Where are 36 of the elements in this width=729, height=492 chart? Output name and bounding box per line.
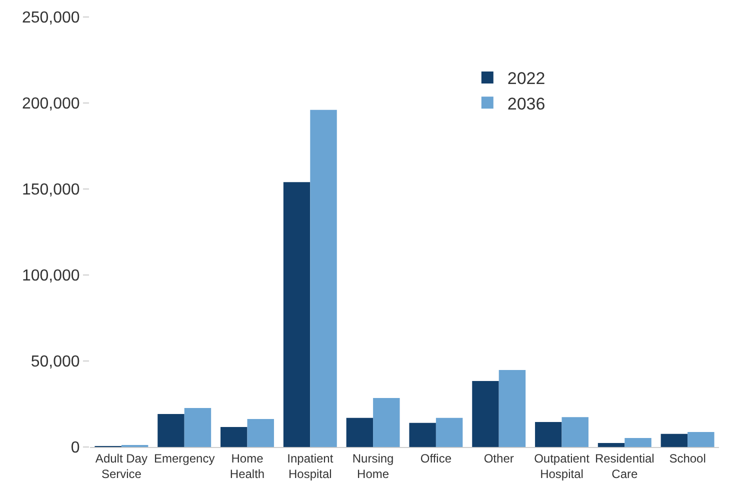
x-tick-label: Emergency bbox=[154, 451, 215, 466]
bar bbox=[409, 422, 436, 447]
bar bbox=[498, 370, 526, 447]
x-tick-label: Inpatient Hospital bbox=[287, 451, 334, 481]
bar bbox=[184, 408, 212, 447]
y-tick-label: 150,000 bbox=[22, 182, 80, 199]
bar bbox=[436, 418, 463, 447]
x-tick-label: Outpatient Hospital bbox=[534, 451, 590, 481]
bar bbox=[283, 182, 310, 447]
y-tick-label: 50,000 bbox=[30, 354, 80, 371]
bar bbox=[660, 434, 688, 447]
x-tick-label: Residential Care bbox=[594, 451, 654, 481]
legend-label: 2022 bbox=[507, 69, 546, 88]
legend-label: 2036 bbox=[507, 94, 546, 114]
bar bbox=[688, 432, 714, 447]
y-tick-label: 0 bbox=[70, 440, 80, 457]
bar bbox=[346, 418, 374, 447]
y-tick-label: 200,000 bbox=[22, 96, 80, 113]
y-tick-label: 100,000 bbox=[22, 268, 80, 285]
x-tick-label: Nursing Home bbox=[352, 451, 394, 481]
bar bbox=[562, 417, 588, 447]
bar bbox=[535, 422, 562, 447]
bar bbox=[310, 110, 337, 447]
bar bbox=[472, 380, 499, 447]
x-tick-label: Office bbox=[420, 451, 452, 466]
x-tick-label: Other bbox=[484, 451, 514, 466]
x-tick-label: Home Health bbox=[230, 451, 265, 481]
x-tick-label: School bbox=[669, 451, 706, 466]
x-tick-label: Adult Day Service bbox=[95, 451, 148, 481]
y-tick-label: 250,000 bbox=[22, 10, 80, 27]
bar bbox=[158, 414, 184, 447]
bar bbox=[624, 438, 652, 447]
bar bbox=[220, 427, 248, 447]
bar bbox=[373, 398, 400, 447]
bar bbox=[598, 443, 625, 447]
bar bbox=[247, 418, 274, 447]
